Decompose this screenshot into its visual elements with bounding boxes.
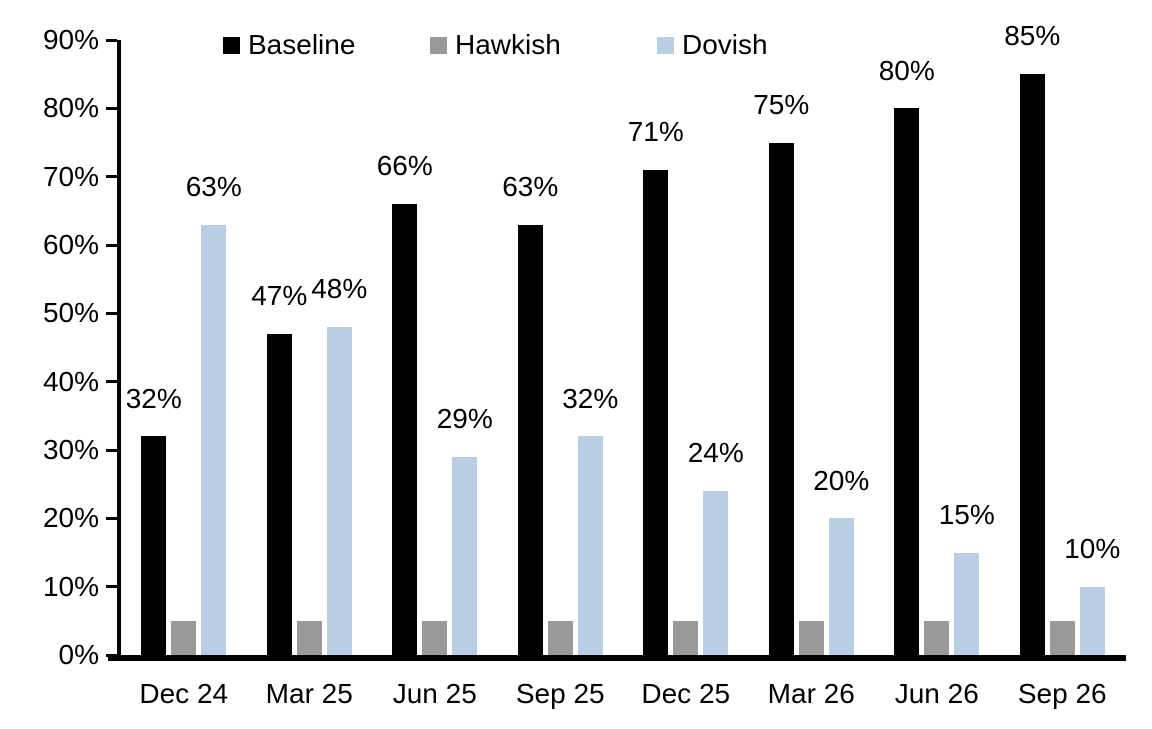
- bar-hawkish-sep-25: [547, 620, 573, 655]
- y-axis-label-90-: 90%: [42, 24, 99, 55]
- y-axis-label-60-: 60%: [42, 229, 99, 260]
- legend-swatch-icon-dovish: [657, 36, 674, 54]
- bar-hawkish-sep-26: [1049, 620, 1075, 655]
- bar-group-dec-24: 32% 63%: [121, 40, 247, 655]
- bar-baseline-mar-25: 47%: [251, 280, 307, 655]
- legend-label-hawkish: Hawkish: [455, 29, 561, 60]
- bar-hawkish-mar-25: [296, 620, 322, 655]
- legend-label-dovish: Dovish: [682, 29, 768, 60]
- y-axis-tick-20-: [106, 516, 117, 520]
- bar-baseline-mar-26: 75%: [753, 89, 809, 655]
- y-axis-tick-10-: [106, 585, 117, 589]
- x-axis-label-sep-26: Sep 26: [1017, 678, 1107, 709]
- data-label-dovish-dec-25: 24%: [687, 437, 744, 469]
- y-axis-tick-70-: [106, 175, 117, 179]
- y-axis-tick-50-: [106, 311, 117, 315]
- bar-baseline-dec-25: 71%: [628, 116, 684, 655]
- y-axis-label-50-: 50%: [42, 297, 99, 329]
- legend-swatch-icon-hawkish: [430, 36, 447, 54]
- data-label-baseline-dec-24: 32%: [125, 382, 182, 414]
- y-axis-tick-30-: [106, 448, 117, 452]
- x-axis-label-sep-25: Sep 25: [515, 678, 605, 709]
- legend-item-baseline: Baseline: [223, 28, 355, 62]
- bar-group-sep-25: 63% 32%: [498, 40, 624, 655]
- x-axis-line: [108, 655, 1126, 661]
- bar-hawkish-jun-25: [422, 620, 448, 655]
- bar-dovish-mar-26: 20%: [813, 465, 869, 655]
- data-label-dovish-jun-26: 15%: [938, 498, 995, 530]
- data-label-dovish-sep-25: 32%: [562, 382, 619, 414]
- x-axis-label-mar-26: Mar 26: [767, 678, 855, 709]
- bar-hawkish-jun-26: [924, 620, 950, 655]
- y-axis-label-10-: 10%: [42, 570, 99, 602]
- bar-hawkish-mar-26: [798, 620, 824, 655]
- bar-dovish-mar-25: 48%: [311, 273, 367, 655]
- data-label-baseline-jun-25: 66%: [376, 150, 433, 182]
- x-axis-labels: Dec 24 Mar 25 Jun 25 Sep 25 Dec 25 Mar 26 Jun …: [121, 678, 1125, 710]
- bar-hawkish-dec-25: [673, 620, 699, 655]
- bar-dovish-jun-26: 15%: [939, 499, 995, 655]
- bar-dovish-jun-25: 29%: [437, 403, 493, 655]
- y-axis-label-20-: 20%: [42, 502, 99, 534]
- x-axis-label-jun-26: Jun 26: [894, 678, 979, 709]
- x-axis-label-dec-25: Dec 25: [641, 678, 731, 709]
- data-label-baseline-jun-26: 80%: [878, 54, 935, 86]
- x-axis-label-mar-25: Mar 25: [265, 678, 353, 709]
- data-label-dovish-sep-26: 10%: [1064, 532, 1121, 564]
- legend-item-dovish: Dovish: [657, 28, 768, 62]
- data-label-baseline-sep-25: 63%: [502, 170, 559, 202]
- y-axis-label-40-: 40%: [42, 365, 99, 397]
- bar-dovish-sep-25: 32%: [562, 383, 618, 655]
- data-label-baseline-sep-26: 85%: [1004, 20, 1061, 52]
- bar-baseline-jun-26: 80%: [879, 55, 935, 655]
- legend-label-baseline: Baseline: [248, 29, 356, 60]
- legend-swatch-icon-baseline: [223, 36, 240, 54]
- bar-group-jun-25: 66% 29%: [372, 40, 498, 655]
- data-label-dovish-mar-26: 20%: [813, 464, 870, 496]
- chart-legend: Baseline Hawkish Dovish: [0, 28, 1152, 62]
- bar-group-sep-26: 85% 10%: [1000, 21, 1126, 655]
- bar-baseline-sep-26: 85%: [1004, 21, 1060, 655]
- data-label-baseline-dec-25: 71%: [627, 116, 684, 148]
- x-axis-label-jun-25: Jun 25: [392, 678, 477, 709]
- y-axis-tick-80-: [106, 106, 117, 110]
- y-axis-label-30-: 30%: [42, 434, 99, 465]
- bar-group-mar-26: 75% 20%: [749, 40, 875, 655]
- bar-group-dec-25: 71% 24%: [623, 40, 749, 655]
- y-axis-tick-60-: [106, 243, 117, 247]
- y-axis-label-0-: 0%: [58, 639, 99, 670]
- data-label-baseline-mar-25: 47%: [251, 280, 308, 312]
- plot-area: 32% 63% 47% 48% 66% 29% 63% 32% 71% 24% 75% 20% 80% 1…: [121, 21, 1126, 655]
- bar-group-mar-25: 47% 48%: [247, 40, 373, 655]
- bar-dovish-sep-26: 10%: [1064, 533, 1120, 655]
- bar-hawkish-dec-24: [171, 620, 197, 655]
- bar-baseline-sep-25: 63%: [502, 171, 558, 655]
- y-axis-label-80-: 80%: [42, 92, 99, 124]
- bar-dovish-dec-24: 63%: [186, 171, 242, 655]
- data-label-dovish-mar-25: 48%: [311, 273, 368, 305]
- y-axis-line: [117, 40, 121, 656]
- legend-item-hawkish: Hawkish: [430, 28, 561, 62]
- data-label-dovish-jun-25: 29%: [436, 403, 493, 435]
- data-label-baseline-mar-26: 75%: [753, 88, 810, 120]
- bar-baseline-jun-25: 66%: [377, 150, 433, 655]
- y-axis-tick-40-: [106, 380, 117, 384]
- y-axis-label-70-: 70%: [42, 160, 99, 192]
- y-axis-tick-90-: [106, 38, 117, 42]
- bar-baseline-dec-24: 32%: [126, 383, 182, 655]
- bar-dovish-dec-25: 24%: [688, 437, 744, 655]
- x-axis-label-dec-24: Dec 24: [139, 678, 229, 709]
- bar-group-jun-26: 80% 15%: [874, 40, 1000, 655]
- y-axis-tick-0-: [106, 653, 117, 657]
- data-label-dovish-dec-24: 63%: [185, 170, 242, 202]
